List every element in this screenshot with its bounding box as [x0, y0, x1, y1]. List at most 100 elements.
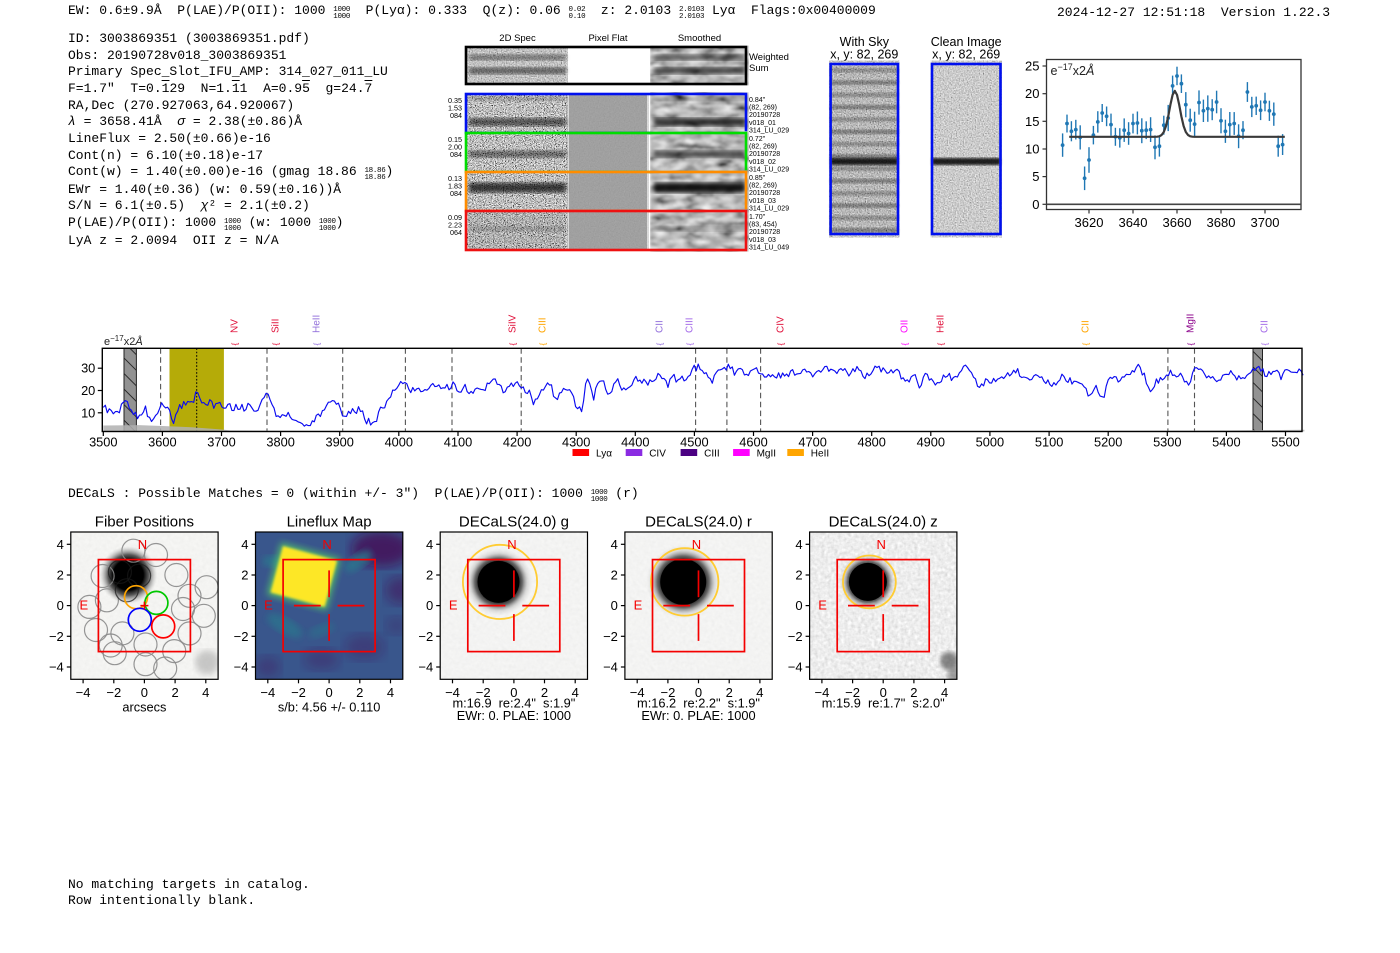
- svg-text:4700: 4700: [798, 435, 826, 450]
- svg-text:DECaLS(24.0) z: DECaLS(24.0) z: [829, 514, 938, 531]
- svg-text:2: 2: [171, 685, 178, 700]
- svg-text:e−17x2Å: e−17x2Å: [104, 334, 143, 349]
- svg-text:HeII: HeII: [811, 449, 829, 460]
- svg-text:20190728: 20190728: [749, 151, 780, 158]
- svg-text:Lineflux Map: Lineflux Map: [287, 514, 372, 531]
- svg-text:DECaLS(24.0) r: DECaLS(24.0) r: [645, 514, 752, 531]
- svg-text:−2: −2: [291, 685, 306, 700]
- svg-text:−2: −2: [418, 629, 433, 644]
- svg-text:0: 0: [795, 598, 802, 613]
- svg-text:4000: 4000: [385, 435, 413, 450]
- svg-text:2: 2: [611, 568, 618, 583]
- svg-text:Fiber Positions: Fiber Positions: [95, 514, 194, 531]
- svg-text:1.70": 1.70": [749, 214, 766, 221]
- svg-text:20190728: 20190728: [749, 190, 780, 197]
- svg-text:314_LU_049: 314_LU_049: [749, 244, 789, 251]
- svg-text:1.83: 1.83: [448, 182, 462, 191]
- svg-text:−4: −4: [788, 660, 803, 675]
- svg-text:m:15.9 re:1.7" s:2.0": m:15.9 re:1.7" s:2.0": [822, 696, 945, 711]
- svg-text:HeII: HeII: [936, 315, 947, 333]
- svg-text:EWr: 0. PLAE: 1000: EWr: 0. PLAE: 1000: [641, 708, 755, 723]
- svg-text:0: 0: [611, 598, 618, 613]
- svg-text:Weighted: Weighted: [749, 52, 789, 63]
- svg-text:0.84": 0.84": [749, 97, 766, 104]
- svg-text:2.23: 2.23: [448, 221, 462, 230]
- svg-text:−4: −4: [260, 685, 275, 700]
- svg-text:4300: 4300: [562, 435, 590, 450]
- svg-text:314_LU_029: 314_LU_029: [749, 205, 789, 212]
- svg-text:2: 2: [57, 568, 64, 583]
- svg-text:e−17x2Å: e−17x2Å: [1051, 62, 1095, 78]
- svg-text:−2: −2: [845, 685, 860, 700]
- svg-text:{: {: [1186, 343, 1196, 346]
- svg-text:5200: 5200: [1094, 435, 1122, 450]
- svg-text:{: {: [1081, 343, 1091, 346]
- svg-text:5100: 5100: [1035, 435, 1063, 450]
- svg-text:m:16.2 re:2.2" s:1.9": m:16.2 re:2.2" s:1.9": [637, 696, 760, 711]
- svg-text:5500: 5500: [1271, 435, 1299, 450]
- svg-text:2: 2: [541, 685, 548, 700]
- svg-text:−2: −2: [603, 629, 618, 644]
- svg-text:314_LU_029: 314_LU_029: [749, 166, 789, 173]
- svg-text:4400: 4400: [621, 435, 649, 450]
- svg-text:0: 0: [57, 598, 64, 613]
- svg-text:5400: 5400: [1212, 435, 1240, 450]
- svg-text:4: 4: [941, 685, 948, 700]
- svg-text:−2: −2: [49, 629, 64, 644]
- svg-text:−2: −2: [660, 685, 675, 700]
- svg-text:4: 4: [426, 537, 433, 552]
- svg-text:4200: 4200: [503, 435, 531, 450]
- svg-text:−4: −4: [234, 660, 249, 675]
- svg-text:HeII: HeII: [312, 315, 323, 333]
- svg-text:0.85": 0.85": [749, 175, 766, 182]
- svg-text:E: E: [449, 598, 458, 613]
- svg-text:3800: 3800: [266, 435, 294, 450]
- svg-text:SiIV: SiIV: [508, 314, 519, 333]
- svg-text:(82, 269): (82, 269): [749, 105, 777, 112]
- svg-text:0.35: 0.35: [448, 96, 462, 105]
- svg-text:−4: −4: [445, 685, 460, 700]
- svg-text:Smoothed: Smoothed: [678, 33, 721, 44]
- svg-text:N: N: [692, 537, 701, 552]
- svg-text:−4: −4: [49, 660, 64, 675]
- svg-text:CIII: CIII: [704, 449, 720, 460]
- svg-text:4800: 4800: [857, 435, 885, 450]
- svg-text:25: 25: [1025, 59, 1039, 74]
- svg-text:MgII: MgII: [757, 449, 776, 460]
- svg-text:314_LU_029: 314_LU_029: [749, 127, 789, 134]
- svg-text:{: {: [655, 343, 665, 346]
- svg-text:N: N: [322, 537, 331, 552]
- svg-text:20: 20: [81, 383, 95, 398]
- svg-text:CIII: CIII: [685, 317, 696, 333]
- svg-text:3600: 3600: [148, 435, 176, 450]
- svg-text:1.53: 1.53: [448, 104, 462, 113]
- svg-text:4: 4: [57, 537, 64, 552]
- svg-text:{: {: [776, 343, 786, 346]
- svg-text:(82, 269): (82, 269): [749, 183, 777, 190]
- svg-text:N: N: [507, 537, 516, 552]
- svg-text:4: 4: [572, 685, 579, 700]
- svg-text:2: 2: [241, 568, 248, 583]
- svg-text:10: 10: [81, 405, 95, 420]
- svg-text:3620: 3620: [1075, 215, 1104, 230]
- svg-text:{: {: [936, 343, 946, 346]
- svg-text:3660: 3660: [1163, 215, 1192, 230]
- svg-text:30: 30: [81, 361, 95, 376]
- svg-text:x, y: 82, 269: x, y: 82, 269: [830, 48, 898, 62]
- svg-text:3640: 3640: [1119, 215, 1148, 230]
- svg-text:m:16.9 re:2.4" s:1.9": m:16.9 re:2.4" s:1.9": [452, 696, 575, 711]
- svg-text:{: {: [508, 343, 518, 346]
- svg-text:N: N: [877, 537, 886, 552]
- svg-text:v018_03: v018_03: [749, 237, 776, 244]
- svg-text:{: {: [538, 343, 548, 346]
- svg-text:CIV: CIV: [776, 316, 787, 333]
- svg-text:NV: NV: [230, 319, 241, 333]
- svg-text:10: 10: [1025, 142, 1039, 157]
- svg-text:E: E: [264, 598, 273, 613]
- svg-text:0.72": 0.72": [749, 136, 766, 143]
- svg-text:arcsecs: arcsecs: [122, 700, 166, 715]
- svg-text:E: E: [79, 598, 88, 613]
- svg-text:E: E: [634, 598, 643, 613]
- svg-text:CII: CII: [1260, 320, 1271, 333]
- svg-text:3500: 3500: [89, 435, 117, 450]
